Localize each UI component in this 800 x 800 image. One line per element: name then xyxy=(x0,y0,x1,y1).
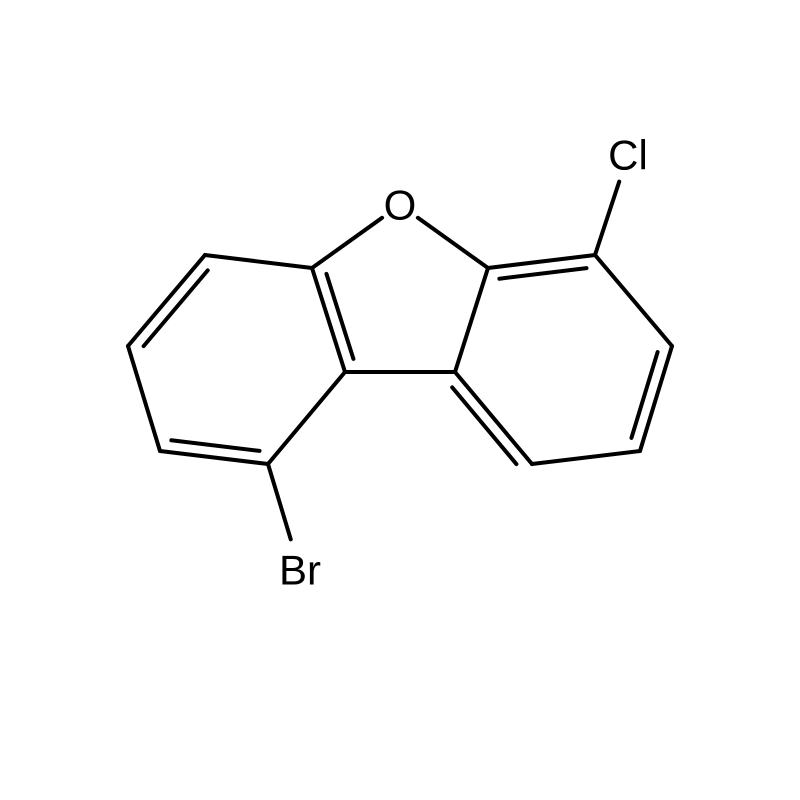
bond xyxy=(488,255,595,268)
atom-label-o: O xyxy=(384,182,417,229)
bond xyxy=(631,352,657,438)
bond xyxy=(532,451,640,464)
bond xyxy=(128,255,205,346)
bond xyxy=(418,218,488,268)
bond xyxy=(455,372,532,464)
molecule-canvas: O Br Cl xyxy=(0,0,800,800)
bond xyxy=(499,268,586,279)
bond xyxy=(144,270,208,346)
bond xyxy=(128,346,160,451)
bond xyxy=(312,218,382,268)
bond xyxy=(455,268,488,372)
bond xyxy=(326,274,353,359)
bond xyxy=(171,440,259,451)
bond xyxy=(268,372,345,464)
bond xyxy=(452,387,516,464)
bond xyxy=(160,451,268,464)
bond xyxy=(595,255,672,346)
bond xyxy=(595,182,619,255)
bond xyxy=(205,255,312,268)
atom-label-br: Br xyxy=(279,547,321,594)
atom-label-cl: Cl xyxy=(608,132,648,179)
bond xyxy=(268,464,291,539)
